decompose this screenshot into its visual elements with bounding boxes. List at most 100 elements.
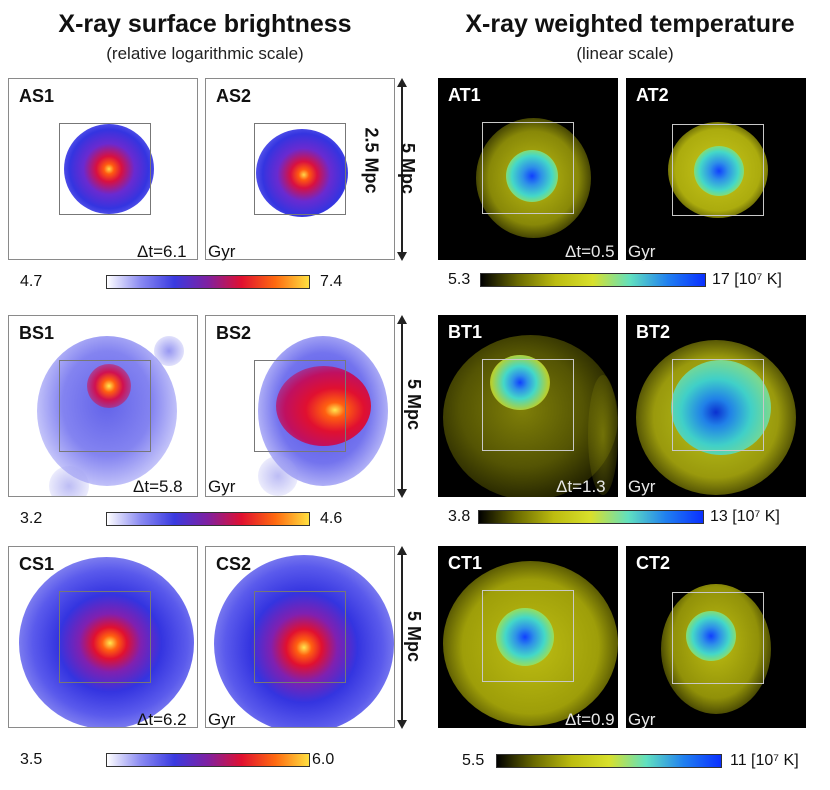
colorbar-max: 13 [10⁷ K] [710,508,780,525]
scale-arrow-up-icon [397,546,407,555]
inner-scale-box [482,359,574,451]
inner-scale-box [254,123,346,215]
inner-scale-box [672,359,764,451]
panel-bt1: BT1 [438,315,618,497]
substructure-blob [258,456,298,496]
temperature-core [694,146,744,196]
substructure-blob [154,336,184,366]
delta-t-unit: Gyr [208,477,236,496]
panel-label-at1: AT1 [448,85,481,105]
scale-arrow-line [401,323,403,489]
panel-as2: AS2 [205,78,395,260]
temperature-colorbar [496,754,722,768]
scale-label-large: 5 Mpc [398,142,419,195]
brightness-blob [256,129,348,217]
panel-label-ct1: CT1 [448,553,483,573]
inner-scale-box [59,123,151,215]
brightness-colorbar [106,512,310,526]
delta-t-label: Δt=0.9 [565,710,615,729]
brightness-colorbar [106,753,310,767]
inner-scale-box [254,360,346,452]
brightness-blob [214,555,394,727]
scale-arrow-up-icon [397,315,407,324]
panel-label-as2: AS2 [216,86,252,106]
panel-bs2: BS2 [205,315,395,497]
panel-label-bs1: BS1 [19,323,55,343]
scale-arrow-up-icon [397,78,407,87]
inner-scale-box [254,591,346,683]
panel-label-cs1: CS1 [19,554,55,574]
inner-scale-box [482,122,574,214]
panel-at2: AT2 [626,78,806,260]
substructure-blob [588,375,618,495]
scale-label-small: 2.5 Mpc [361,127,382,194]
scale-arrow-line [401,86,403,252]
panel-label-bt1: BT1 [448,322,483,342]
brightness-core [87,364,131,408]
substructure-blob [49,466,89,496]
scale-arrow-down-icon [397,720,407,729]
panel-as1: AS1 [8,78,198,260]
brightness-colorbar [106,275,310,289]
delta-t-unit: Gyr [208,710,236,729]
panel-bs1: BS1 [8,315,198,497]
inner-scale-box [672,124,764,216]
panel-ct1: CT1 [438,546,618,728]
colorbar-min: 3.2 [20,510,43,527]
temperature-core [686,611,736,661]
temperature-core [490,355,550,410]
inner-scale-box [672,592,764,684]
panel-at1: AT1 [438,78,618,260]
scale-label-large: 5 Mpc [404,610,425,663]
delta-t-unit: Gyr [628,477,656,496]
panel-bt2: BT2 [626,315,806,497]
brightness-blob [64,124,154,214]
panel-label-bt2: BT2 [636,322,671,342]
colorbar-max: 7.4 [320,273,343,290]
inner-scale-box [482,590,574,682]
scale-arrow-down-icon [397,489,407,498]
brightness-blob [19,557,194,727]
colorbar-min: 5.3 [448,271,471,288]
panel-cs2: CS2 [205,546,395,728]
colorbar-min: 3.5 [20,751,43,768]
delta-t-label: Δt=1.3 [556,477,606,496]
temperature-subtitle: (linear scale) [576,44,674,63]
colorbar-max: 11 [10⁷ K] [730,752,799,769]
panel-label-ct2: CT2 [636,553,671,573]
scale-label-large: 5 Mpc [404,378,425,431]
panel-ct2: CT2 [626,546,806,728]
panel-label-bs2: BS2 [216,323,252,343]
temperature-core [496,608,554,666]
temperature-core [671,360,771,455]
temperature-colorbar [478,510,704,524]
delta-t-label: Δt=6.1 [137,242,187,261]
colorbar-max: 17 [10⁷ K] [712,271,782,288]
brightness-subtitle: (relative logarithmic scale) [106,44,304,63]
panel-label-cs2: CS2 [216,554,252,574]
delta-t-label: Δt=6.2 [137,710,187,729]
brightness-title: X-ray surface brightness [58,10,352,38]
temperature-core [506,150,558,202]
temperature-colorbar [480,273,706,287]
brightness-halo [37,336,177,486]
delta-t-unit: Gyr [628,710,656,729]
panel-label-as1: AS1 [19,86,55,106]
scale-arrow-down-icon [397,252,407,261]
colorbar-min: 5.5 [462,752,485,769]
colorbar-min: 3.8 [448,508,471,525]
temperature-title: X-ray weighted temperature [465,10,795,38]
delta-t-label: Δt=0.5 [565,242,615,261]
inner-scale-box [59,591,151,683]
brightness-core [276,366,371,446]
panel-cs1: CS1 [8,546,198,728]
panel-label-at2: AT2 [636,85,669,105]
inner-scale-box [59,360,151,452]
colorbar-max: 4.6 [320,510,343,527]
delta-t-unit: Gyr [628,242,656,261]
delta-t-label: Δt=5.8 [133,477,183,496]
scale-arrow-line [401,554,403,720]
colorbar-max: 6.0 [312,751,335,768]
colorbar-min: 4.7 [20,273,43,290]
delta-t-unit: Gyr [208,242,236,261]
